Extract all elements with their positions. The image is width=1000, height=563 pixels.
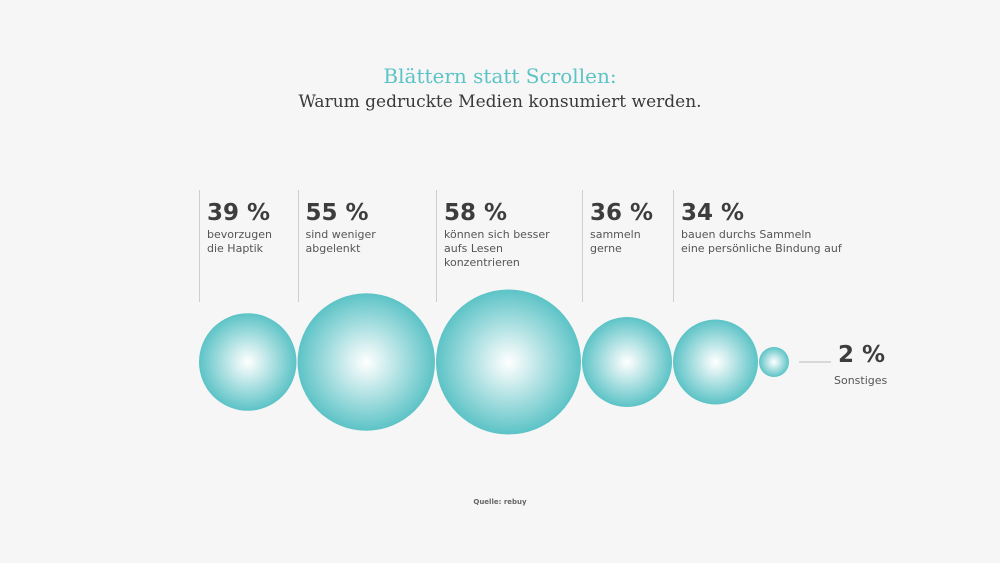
desc-line: konzentrieren: [444, 256, 520, 269]
desc-label: sammeln gerne: [590, 228, 653, 256]
desc-line: bevorzugen: [207, 228, 272, 241]
source-note: Quelle: rebuy: [473, 498, 527, 506]
desc-line: die Haptik: [207, 242, 264, 255]
label-column: 36 % sammeln gerne: [582, 190, 653, 302]
value-label: 58 %: [444, 200, 508, 226]
label-column: 55 % sind weniger abgelenkt: [297, 190, 376, 302]
label-column: 58 % können sich besser aufs Lesen konzentr…: [436, 190, 550, 302]
desc-label: sind weniger abgelenkt: [306, 228, 376, 256]
desc-line: eine persönliche Bindung auf: [681, 242, 842, 255]
desc-line: abgelenkt: [305, 242, 361, 255]
desc-label: bevorzugen die Haptik: [207, 228, 272, 256]
label-column: 39 % bevorzugen die Haptik: [199, 190, 272, 302]
bubble-2: [436, 289, 581, 435]
desc-line: sammeln: [590, 228, 641, 241]
desc-line: können sich besser: [444, 228, 550, 241]
bubble-3: [582, 317, 672, 407]
desc-line: sind weniger: [305, 228, 376, 241]
desc-label: können sich besser aufs Lesen konzentriere…: [444, 228, 550, 270]
value-label: 36 %: [590, 200, 654, 226]
desc-line: aufs Lesen: [444, 242, 503, 255]
desc-label-other: Sonstiges: [834, 374, 888, 387]
bubble-0: [199, 313, 297, 411]
value-label: 39 %: [207, 200, 271, 226]
desc-line: gerne: [590, 242, 622, 255]
value-label: 55 %: [305, 200, 369, 226]
bubble-5: [759, 347, 789, 377]
chart-subtitle: Warum gedruckte Medien konsumiert werden…: [298, 92, 702, 112]
chart-title: Blättern statt Scrollen:: [383, 64, 617, 88]
bubble-1: [297, 293, 435, 431]
value-label-other: 2 %: [838, 342, 886, 368]
desc-label: bauen durchs Sammeln eine persönliche Bin…: [681, 228, 842, 256]
desc-line: bauen durchs Sammeln: [681, 228, 812, 241]
label-column: 34 % bauen durchs Sammeln eine persönliche…: [673, 190, 842, 302]
value-label: 34 %: [681, 200, 745, 226]
bubble-4: [673, 319, 758, 405]
